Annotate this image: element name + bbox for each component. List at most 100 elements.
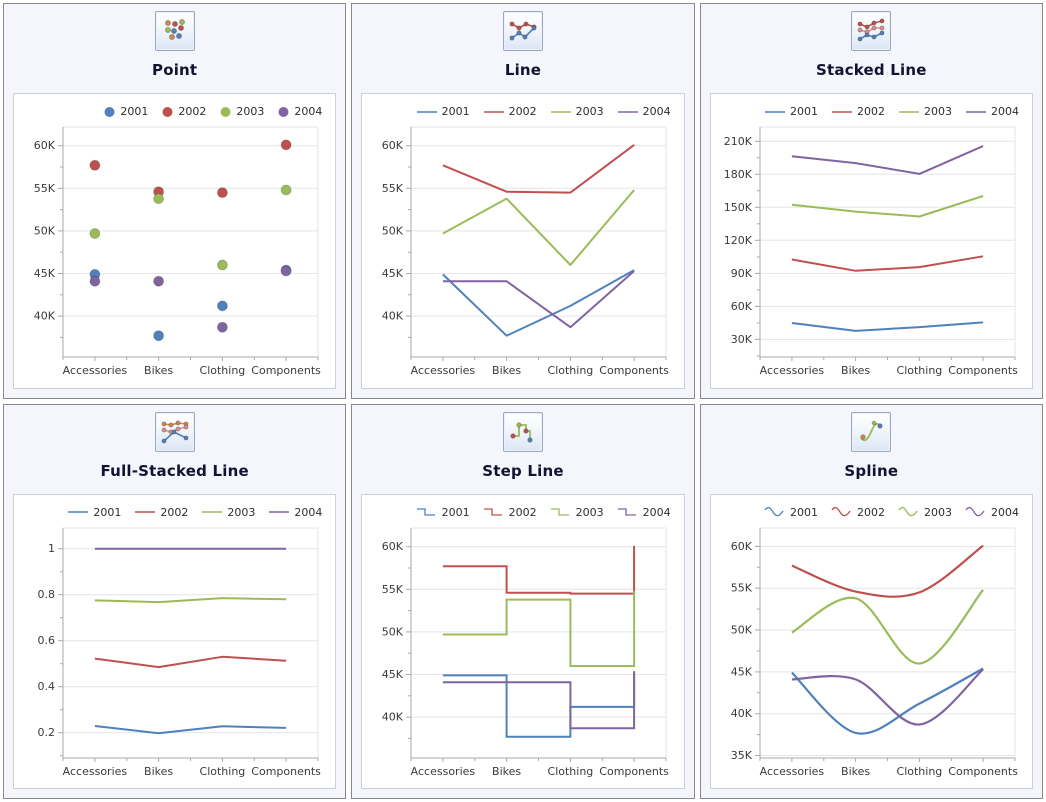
legend-marker-step-icon: [617, 508, 636, 516]
plot-area: 40K 45K 50K 55K 60K Accessories Bikes Clothing C…: [14, 118, 335, 388]
legend-item-2002: 2002: [831, 506, 885, 519]
chart-panel-line: Line 2001 2002 2003 2004 40K 45K 50K 55K 60K Acc…: [351, 3, 695, 399]
plot-area: 35K 40K 45K 50K 55K 60K Accessories Bikes Clothi…: [711, 519, 1032, 789]
legend-label: 2004: [991, 105, 1019, 118]
legend-item-2004: 2004: [617, 105, 671, 118]
svg-text:60K: 60K: [34, 139, 56, 152]
stackedline-chart-icon: [857, 18, 885, 42]
svg-text:40K: 40K: [34, 310, 56, 323]
chart-card: 2001 2002 2003 2004 40K 45K 50K 55K 60K Accessor…: [13, 93, 337, 389]
legend-marker-spline-icon: [764, 506, 784, 517]
svg-text:180K: 180K: [723, 168, 752, 181]
spline-chart-icon: [860, 420, 884, 441]
legend-item-2004: 2004: [617, 506, 671, 519]
svg-text:Components: Components: [948, 765, 1018, 778]
gridlines: [63, 145, 318, 317]
legend-marker-spline-icon: [965, 506, 985, 517]
legend-label: 2002: [160, 505, 189, 519]
svg-text:Clothing: Clothing: [896, 765, 942, 778]
legend-marker-line-icon: [269, 511, 290, 513]
legend-item-2002: 2002: [483, 105, 537, 118]
legend-marker-line-icon: [416, 110, 437, 113]
legend-label: 2001: [120, 105, 149, 118]
svg-text:0.8: 0.8: [38, 588, 56, 601]
svg-text:Accessories: Accessories: [411, 364, 476, 377]
chart-panel-point: Point 2001 2002 2003 2004 40K 45K 50K 55K 60K Ac…: [3, 3, 347, 399]
svg-text:Clothing: Clothing: [896, 364, 942, 377]
legend-marker-line-icon: [966, 110, 986, 113]
legend-marker-step-icon: [483, 508, 502, 516]
chart-card: 2001 2002 2003 2004 0.2 0.4 0.6 0.8 1 Accessorie…: [13, 493, 337, 789]
series-step-2004: [443, 671, 636, 729]
stacked-line-icon-button[interactable]: [851, 11, 892, 51]
chart-card: 2001 2002 2003 2004 35K 40K 45K 50K 55K 60K Acces…: [709, 493, 1033, 789]
legend-label: 2001: [93, 505, 122, 519]
svg-text:60K: 60K: [382, 540, 404, 553]
svg-text:Bikes: Bikes: [841, 364, 870, 377]
panel-title: Stacked Line: [816, 61, 927, 79]
svg-text:Accessories: Accessories: [759, 364, 824, 377]
svg-text:40K: 40K: [382, 710, 404, 723]
series-line-2002: [94, 655, 287, 668]
plot-area: 40K 45K 50K 55K 60K Accessories Bikes Clothing C…: [362, 519, 683, 789]
series-line-2002: [442, 144, 636, 194]
svg-text:210K: 210K: [723, 135, 752, 148]
plot-area: 30K 60K 90K 120K 150K 180K 210K Accessories Bike…: [711, 118, 1032, 388]
chart-card: 2001 2002 2003 2004 30K 60K 90K 120K 150K 180K 21…: [709, 93, 1033, 389]
series-line-2004: [791, 145, 984, 175]
legend-marker-circle-icon: [220, 106, 231, 117]
legend-marker-spline-icon: [831, 506, 851, 517]
axis-ticks: [58, 547, 319, 762]
point-chart-icon: [164, 19, 185, 40]
legend-label: 2004: [642, 105, 671, 118]
chart-plot: 30K 60K 90K 120K 150K 180K 210K Accessories Bike…: [723, 126, 1018, 377]
svg-text:30K: 30K: [730, 333, 752, 346]
full-stacked-line-icon-button[interactable]: [154, 411, 195, 452]
legend-item-2004: 2004: [277, 105, 322, 118]
legend-label: 2004: [991, 505, 1019, 519]
legend-label: 2001: [441, 105, 470, 118]
legend-marker-step-icon: [550, 508, 569, 516]
svg-text:45K: 45K: [382, 267, 404, 280]
chart-panel-spline: Spline 2001 2002 2003 2004 35K 40K 45K 50K 55K 6…: [699, 403, 1043, 799]
chart-legend: 2001 2002 2003 2004: [362, 94, 683, 118]
svg-text:55K: 55K: [730, 581, 752, 594]
line-chart-icon: [509, 21, 537, 41]
series-spline-2003: [790, 588, 984, 665]
series-step-2003: [443, 590, 636, 667]
legend-label: 2003: [924, 505, 952, 519]
x-axis-labels: Accessories Bikes Clothing Components: [759, 364, 1017, 377]
series-line-2002: [791, 255, 983, 272]
legend-label: 2003: [236, 105, 265, 118]
step-line-icon-button[interactable]: [502, 411, 543, 452]
svg-text:50K: 50K: [34, 224, 56, 237]
y-axis-labels: 40K 45K 50K 55K 60K: [382, 139, 404, 322]
legend-marker-line-icon: [899, 110, 919, 113]
spline-icon-button[interactable]: [851, 411, 892, 452]
series-line-2004: [443, 270, 636, 329]
line-icon-button[interactable]: [502, 11, 543, 51]
legend-label: 2004: [294, 505, 323, 519]
svg-text:45K: 45K: [382, 668, 404, 681]
point-icon-button[interactable]: [154, 11, 195, 51]
series-spline-2001: [790, 667, 984, 735]
svg-text:Bikes: Bikes: [492, 765, 521, 778]
svg-text:150K: 150K: [723, 201, 752, 214]
svg-text:90K: 90K: [730, 267, 752, 280]
series-spline-2002: [791, 544, 984, 598]
legend-item-2002: 2002: [161, 105, 206, 118]
legend-marker-line-icon: [68, 511, 89, 513]
legend-item-2003: 2003: [219, 105, 264, 118]
legend-label: 2002: [857, 505, 885, 519]
legend-item-2003: 2003: [898, 105, 952, 118]
svg-text:45K: 45K: [34, 267, 56, 280]
y-axis-labels: 35K 40K 45K 50K 55K 60K: [730, 539, 752, 761]
fullstackedline-chart-icon: [161, 420, 189, 443]
chart-legend: 2001 2002 2003 2004: [14, 495, 335, 519]
legend-marker-line-icon: [135, 511, 156, 513]
chart-card: 2001 2002 2003 2004 40K 45K 50K 55K 60K Accessor…: [361, 493, 685, 789]
legend-item-2003: 2003: [550, 105, 604, 118]
svg-text:Components: Components: [600, 765, 670, 778]
svg-text:Bikes: Bikes: [492, 364, 521, 377]
